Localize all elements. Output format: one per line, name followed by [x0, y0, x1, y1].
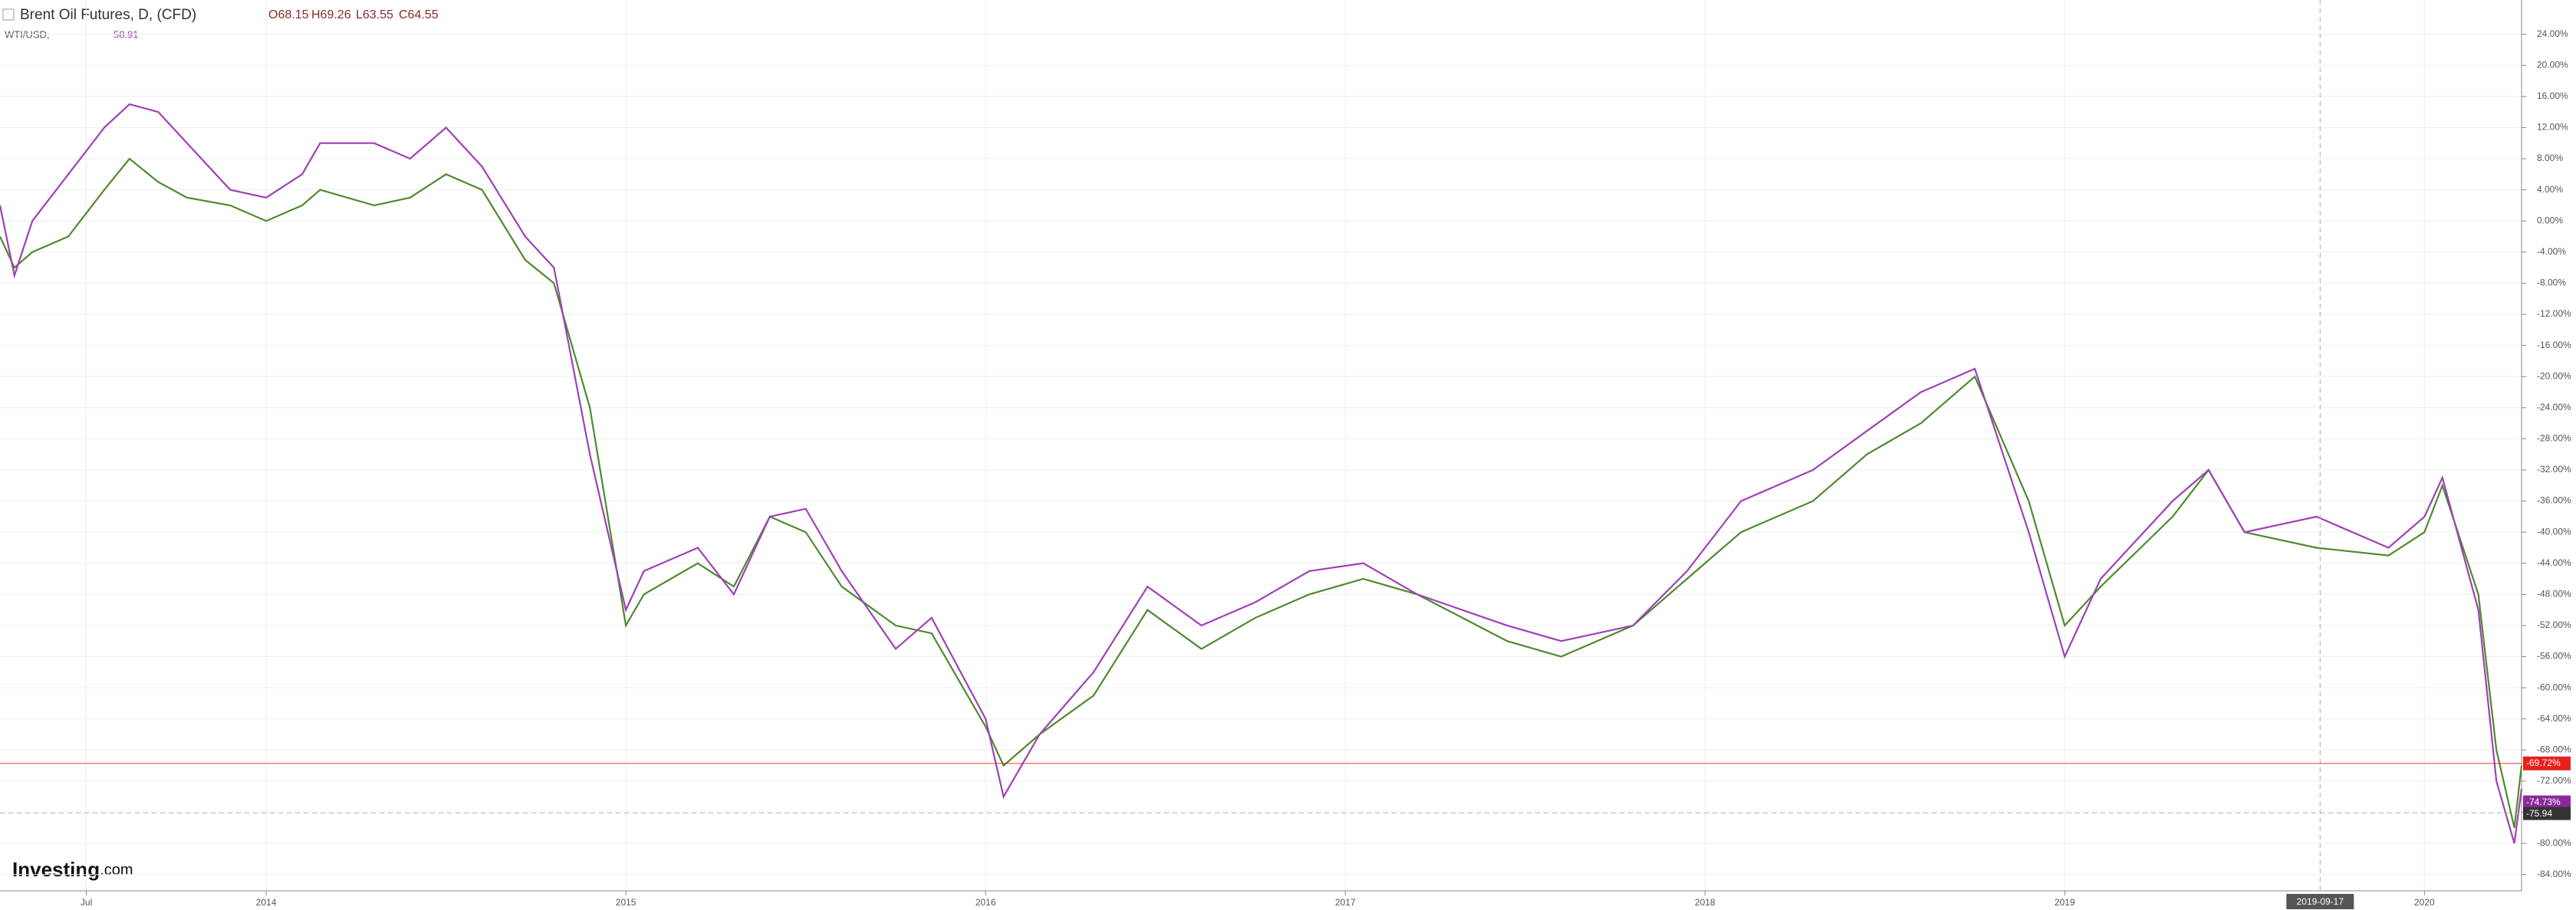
- logo-main: Investing: [12, 858, 100, 881]
- y-tick-label: 16.00%: [2537, 90, 2568, 101]
- logo: Investing.com: [12, 858, 133, 881]
- y-tick-label: 12.00%: [2537, 122, 2568, 133]
- y-tick-label: -48.00%: [2537, 589, 2571, 600]
- y-tick-label: -80.00%: [2537, 837, 2571, 848]
- chart-title: Brent Oil Futures, D, (CFD): [20, 7, 196, 23]
- x-tick-label: 2020: [2414, 897, 2435, 908]
- y-tick-label: -68.00%: [2537, 744, 2571, 754]
- price-label: -75.94: [2526, 808, 2552, 819]
- last-label-bg: [2523, 795, 2571, 810]
- ohlc-value: O68.15: [268, 8, 309, 21]
- crosshair-label-bg: [2286, 894, 2354, 909]
- y-tick-label: -20.00%: [2537, 370, 2571, 381]
- y-tick-label: -24.00%: [2537, 402, 2571, 412]
- x-tick-label: 2015: [616, 897, 637, 908]
- y-tick-label: -28.00%: [2537, 433, 2571, 444]
- y-tick-label: -56.00%: [2537, 651, 2571, 662]
- series-line: [0, 103, 2523, 844]
- y-tick-label: 24.00%: [2537, 28, 2568, 39]
- x-tick-label: 2016: [975, 897, 996, 908]
- last-label-bg: [2523, 756, 2571, 770]
- ohlc-value: H69.26: [311, 8, 351, 21]
- y-tick-label: -64.00%: [2537, 713, 2571, 724]
- x-tick-label: Jul: [81, 897, 92, 908]
- collapse-icon[interactable]: [2, 8, 15, 21]
- last-label: -74.73%: [2526, 797, 2561, 807]
- y-tick-label: -36.00%: [2537, 495, 2571, 506]
- y-tick-label: 20.00%: [2537, 59, 2568, 70]
- x-tick-label: 2017: [1335, 897, 1356, 908]
- y-tick-label: -16.00%: [2537, 340, 2571, 350]
- y-tick-label: -32.00%: [2537, 464, 2571, 475]
- y-tick-label: -52.00%: [2537, 619, 2571, 630]
- ohlc-value: C64.55: [399, 8, 439, 21]
- y-tick-label: -4.00%: [2537, 246, 2566, 257]
- y-tick-label: 8.00%: [2537, 153, 2563, 163]
- y-tick-label: -44.00%: [2537, 557, 2571, 568]
- y-tick-label: -60.00%: [2537, 682, 2571, 692]
- logo-suffix: .com: [100, 862, 133, 879]
- y-tick-label: -8.00%: [2537, 278, 2566, 288]
- price-label-bg: [2523, 807, 2571, 820]
- y-tick-label: 4.00%: [2537, 184, 2563, 195]
- x-tick-label: 2014: [256, 897, 277, 908]
- x-tick-label: 2018: [1695, 897, 1716, 908]
- y-tick-label: -40.00%: [2537, 526, 2571, 537]
- ohlc-group: O68.15 H69.26 L63.55 C64.55: [268, 8, 439, 21]
- crosshair-label: 2019-09-17: [2297, 896, 2344, 907]
- ohlc-value: L63.55: [356, 8, 393, 21]
- last-label: -69.72%: [2526, 757, 2561, 768]
- y-tick-label: -84.00%: [2537, 869, 2571, 879]
- x-tick-label: 2019: [2055, 897, 2075, 908]
- y-tick-label: -72.00%: [2537, 775, 2571, 786]
- y-tick-label: -12.00%: [2537, 308, 2571, 319]
- y-tick-label: 0.00%: [2537, 215, 2563, 225]
